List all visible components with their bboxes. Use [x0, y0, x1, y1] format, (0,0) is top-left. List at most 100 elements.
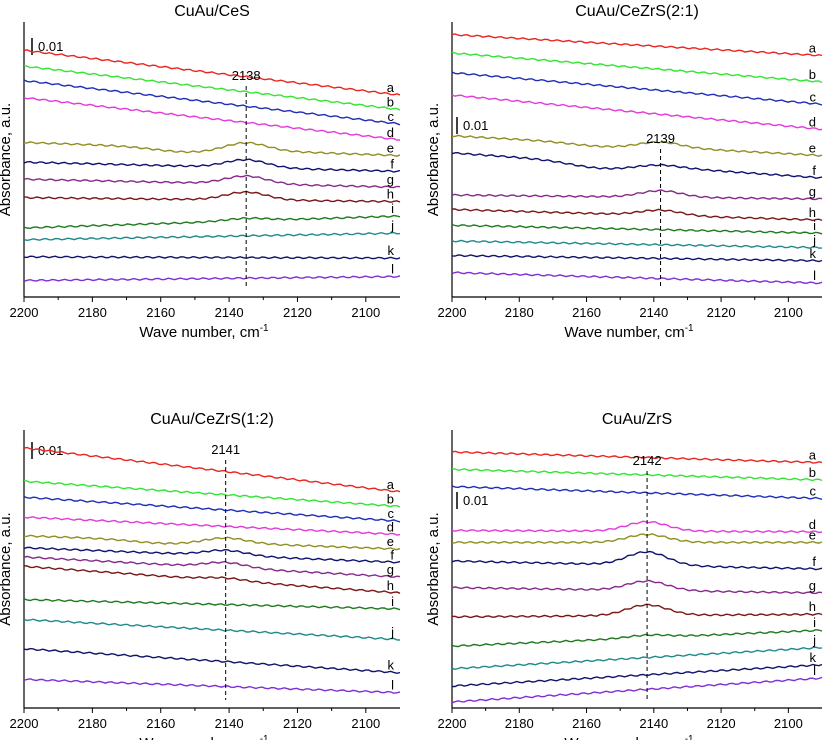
x-tick-label: 2100	[774, 305, 803, 320]
series-label-j: j	[812, 632, 816, 647]
series-line-d	[23, 96, 401, 141]
series-line-d	[451, 520, 823, 534]
series-label-j: j	[812, 233, 816, 248]
series-line-b	[23, 64, 401, 111]
y-axis-label: Absorbance, a.u.	[0, 103, 14, 216]
series-label-f: f	[812, 554, 816, 569]
series-line-a	[23, 49, 401, 96]
series-label-h: h	[387, 187, 394, 202]
series-line-c	[23, 79, 401, 126]
x-tick-label: 2140	[639, 716, 668, 731]
series-label-c: c	[388, 109, 395, 124]
series-label-h: h	[809, 599, 816, 614]
x-tick-label: 2160	[146, 305, 175, 320]
peak-label: 2142	[633, 453, 662, 468]
series-label-k: k	[388, 658, 395, 673]
series-line-d	[23, 516, 401, 536]
series-label-h: h	[809, 205, 816, 220]
series-line-f	[451, 151, 823, 180]
y-axis-label: Absorbance, a.u.	[425, 103, 442, 216]
x-tick-label: 2140	[639, 305, 668, 320]
x-tick-label: 2200	[438, 716, 467, 731]
scale-bar-label: 0.01	[463, 118, 488, 133]
x-tick-label: 2100	[351, 305, 380, 320]
series-line-a	[451, 33, 823, 57]
x-axis-label-superscript: -1	[260, 734, 269, 740]
series-label-g: g	[809, 184, 816, 199]
series-label-f: f	[390, 547, 394, 562]
series-line-l	[23, 678, 401, 694]
series-line-b	[451, 467, 823, 482]
series-label-e: e	[387, 534, 394, 549]
series-line-a	[23, 446, 401, 493]
series-line-j	[23, 618, 401, 641]
series-line-j	[451, 646, 823, 671]
x-tick-label: 2120	[707, 305, 736, 320]
series-label-k: k	[810, 246, 817, 261]
series-line-i	[23, 214, 401, 230]
series-label-l: l	[391, 262, 394, 277]
series-line-g	[451, 579, 823, 595]
series-label-d: d	[809, 517, 816, 532]
series-line-k	[451, 254, 823, 263]
series-label-a: a	[809, 448, 817, 463]
series-line-l	[23, 275, 401, 282]
series-line-i	[23, 598, 401, 611]
chart-title: CuAu/CeZrS(1:2)	[150, 411, 274, 428]
series-line-i	[451, 223, 823, 235]
series-line-b	[451, 51, 823, 84]
series-label-e: e	[387, 141, 394, 156]
series-line-h	[23, 565, 401, 594]
x-tick-label: 2100	[351, 716, 380, 731]
series-line-h	[452, 208, 823, 222]
series-label-l: l	[391, 678, 394, 693]
chart-panel-4: CuAu/ZrS 2200 2180 2160 2140 2120 2100 Wave num…	[425, 411, 823, 740]
series-line-g	[23, 174, 401, 189]
x-axis-label: Wave number, cm-1	[139, 323, 269, 341]
series-label-b: b	[387, 491, 394, 506]
series-label-b: b	[809, 67, 816, 82]
peak-label: 2138	[232, 68, 261, 83]
x-tick-label: 2100	[774, 716, 803, 731]
series-line-f	[23, 158, 401, 173]
series-label-h: h	[387, 578, 394, 593]
series-line-c	[451, 71, 823, 106]
chart-title: CuAu/CeZrS(2:1)	[575, 3, 699, 20]
series-label-i: i	[391, 594, 394, 609]
series-line-a	[451, 450, 823, 464]
x-axis-label: Wave number, cm-1	[564, 734, 694, 740]
series-line-j	[23, 231, 401, 242]
series-label-g: g	[387, 172, 394, 187]
series-label-e: e	[809, 527, 816, 542]
x-tick-label: 2120	[283, 305, 312, 320]
x-axis-label-superscript: -1	[260, 323, 269, 334]
x-tick-label: 2180	[505, 305, 534, 320]
series-line-e	[23, 141, 401, 157]
series-label-g: g	[809, 578, 816, 593]
x-tick-label: 2120	[283, 716, 312, 731]
y-axis-label: Absorbance, a.u.	[0, 512, 14, 625]
series-line-g	[451, 189, 823, 201]
x-tick-label: 2200	[10, 716, 39, 731]
series-line-l	[451, 271, 823, 285]
x-tick-label: 2140	[215, 716, 244, 731]
peak-label: 2141	[211, 442, 240, 457]
series-label-d: d	[809, 114, 816, 129]
series-label-d: d	[387, 519, 394, 534]
series-line-c	[23, 495, 401, 523]
x-axis-label-superscript: -1	[685, 323, 694, 334]
series-line-e	[452, 134, 823, 157]
x-tick-label: 2200	[438, 305, 467, 320]
series-line-k	[452, 663, 823, 688]
series-label-j: j	[390, 624, 394, 639]
series-line-f	[451, 550, 823, 571]
x-tick-label: 2180	[78, 716, 107, 731]
x-axis-label: Wave number, cm-1	[139, 734, 269, 740]
x-tick-label: 2200	[10, 305, 39, 320]
series-label-i: i	[813, 615, 816, 630]
series-line-k	[23, 647, 401, 675]
series-label-a: a	[387, 80, 395, 95]
scale-bar-label: 0.01	[463, 493, 488, 508]
x-tick-label: 2120	[707, 716, 736, 731]
